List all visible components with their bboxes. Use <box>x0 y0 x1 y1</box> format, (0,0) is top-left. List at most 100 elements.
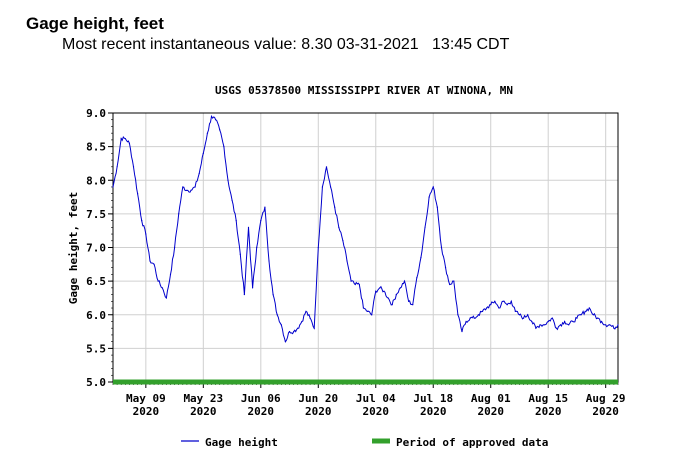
gage-height-point <box>330 186 332 188</box>
gage-height-point <box>375 290 377 292</box>
gage-height-point <box>157 280 159 282</box>
gage-height-point <box>399 287 401 289</box>
gage-height-point <box>481 310 484 312</box>
gage-height-point <box>169 273 172 275</box>
gage-height-point <box>366 310 369 312</box>
y-axis: 9.0 8.5 8.0 7.5 7.0 6.5 6.0 5.5 5.0 <box>86 107 113 389</box>
gage-height-point <box>584 310 586 312</box>
gage-height-point <box>153 263 155 265</box>
gage-height-point <box>408 300 410 302</box>
gage-height-point <box>120 137 122 140</box>
gage-height-point <box>276 314 278 316</box>
y-axis-label: Gage height, feet <box>67 192 80 305</box>
x-tick-label: Jul 04 <box>356 392 396 405</box>
gage-height-point <box>149 260 151 262</box>
gage-height-point <box>522 317 525 319</box>
gage-height-point <box>580 314 582 316</box>
gage-height-point <box>383 290 385 292</box>
gage-height-point <box>527 314 529 316</box>
gage-height-point <box>198 172 200 175</box>
gage-height-point <box>194 186 196 188</box>
gage-height-point <box>325 166 328 168</box>
gage-height-point <box>186 189 188 191</box>
x-tick-year: 2020 <box>248 405 275 418</box>
gage-height-point <box>469 317 471 319</box>
gage-height-line <box>112 115 619 343</box>
gage-height-point <box>305 310 307 312</box>
gage-height-point <box>613 327 615 329</box>
gage-height-point <box>494 300 496 302</box>
gage-height-point <box>444 267 447 269</box>
gage-height-point <box>202 152 204 154</box>
gage-height-point <box>514 310 516 312</box>
gage-height-point <box>124 137 126 140</box>
gage-height-point <box>284 341 287 343</box>
gage-height-point <box>596 317 599 319</box>
chart-grid <box>113 112 618 383</box>
gage-height-point <box>379 287 381 289</box>
gage-height-point <box>600 320 603 323</box>
y-tick-label: 6.5 <box>86 275 106 288</box>
gage-height-point <box>564 320 566 323</box>
gage-height-point <box>539 324 541 326</box>
gage-height-point <box>161 287 163 289</box>
gage-height-point <box>543 324 545 326</box>
x-tick-year: 2020 <box>363 405 390 418</box>
gage-height-point <box>141 220 143 222</box>
gage-height-point <box>432 186 434 188</box>
x-tick-label: Jul 18 <box>413 392 453 405</box>
gage-height-point <box>112 186 114 188</box>
gage-height-point <box>313 327 315 329</box>
gage-height-point <box>116 166 118 168</box>
gage-height-point <box>605 324 607 326</box>
x-tick-label: May 23 <box>183 392 223 405</box>
gage-height-point <box>128 142 131 144</box>
gage-height-point <box>420 256 422 259</box>
y-tick-label: 9.0 <box>86 107 106 120</box>
y-tick-label: 7.0 <box>86 242 106 255</box>
gage-height-point <box>477 314 480 316</box>
gage-height-point <box>297 327 299 329</box>
gage-height-point <box>206 132 209 134</box>
gage-height-point <box>395 293 397 296</box>
y-tick-label: 8.5 <box>86 141 106 154</box>
gage-height-point <box>251 287 254 289</box>
gage-height-point <box>260 220 262 222</box>
chart-legend: Gage height Period of approved data <box>181 436 548 449</box>
gage-height-point <box>288 330 291 333</box>
x-tick-label: Aug 01 <box>471 392 511 405</box>
gage-height-point <box>280 324 282 326</box>
gage-height-point <box>588 307 590 309</box>
gage-height-point <box>551 317 553 319</box>
gage-height-point <box>235 220 237 222</box>
gage-height-point <box>247 226 250 228</box>
gage-height-point <box>498 307 500 309</box>
gage-height-point <box>219 129 221 131</box>
gage-height-point <box>165 297 167 299</box>
x-tick-label: Jun 06 <box>241 392 281 405</box>
gage-height-point <box>453 280 455 282</box>
gage-height-point <box>137 193 139 195</box>
x-tick-label: Aug 29 <box>586 392 626 405</box>
gage-height-point <box>424 226 426 228</box>
gage-height-point <box>350 280 352 282</box>
gage-height-point <box>535 327 537 329</box>
gage-height-point <box>190 189 192 191</box>
gage-height-point <box>342 240 344 242</box>
gage-height-point <box>227 179 229 181</box>
gage-height-point <box>362 307 365 309</box>
gage-height-point <box>231 199 233 202</box>
x-tick-label: May 09 <box>126 392 166 405</box>
gage-height-point <box>210 115 213 117</box>
legend-label-approved-data: Period of approved data <box>396 436 548 449</box>
gage-height-point <box>387 297 389 299</box>
x-tick-year: 2020 <box>535 405 562 418</box>
gage-height-point <box>436 206 438 208</box>
x-tick-label: Jun 20 <box>298 392 338 405</box>
y-tick-label: 5.0 <box>86 376 106 389</box>
x-tick-year: 2020 <box>420 405 447 418</box>
gage-height-point <box>440 246 443 249</box>
y-tick-label: 6.0 <box>86 309 106 322</box>
